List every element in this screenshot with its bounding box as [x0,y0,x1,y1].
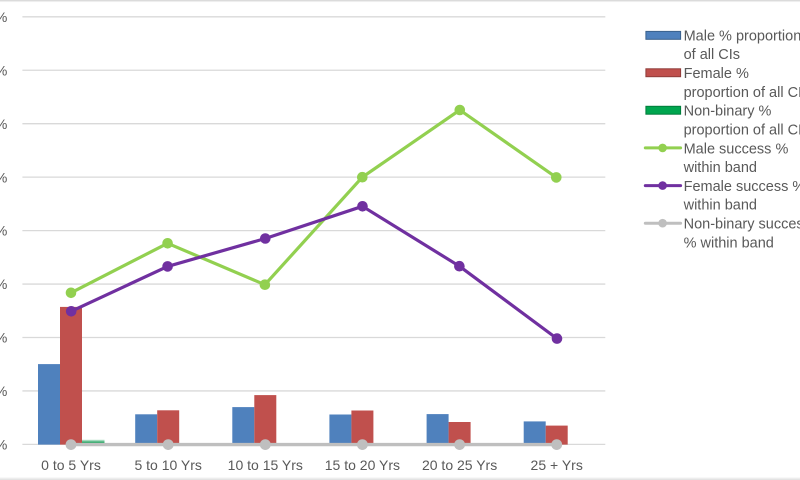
svg-text:Non-binary %: Non-binary % [684,104,772,120]
svg-text:25%: 25% [0,169,7,185]
svg-text:10%: 10% [0,330,7,346]
svg-text:Female %: Female % [684,66,749,82]
svg-text:within band: within band [683,198,757,214]
svg-text:40%: 40% [0,9,7,25]
svg-text:35%: 35% [0,62,7,78]
svg-text:15%: 15% [0,276,7,292]
svg-text:10 to 15 Yrs: 10 to 15 Yrs [228,457,303,473]
svg-text:25 + Yrs: 25 + Yrs [531,457,583,473]
svg-text:Male % proportion: Male % proportion [684,28,800,44]
svg-text:Male success %: Male success % [684,141,789,157]
svg-text:5 to 10 Yrs: 5 to 10 Yrs [134,457,201,473]
svg-text:5%: 5% [0,383,7,399]
svg-text:Non-binary success: Non-binary success [684,217,800,233]
svg-text:proportion of all CIs: proportion of all CIs [684,122,800,138]
svg-text:20%: 20% [0,223,7,239]
svg-text:within band: within band [683,160,757,176]
svg-text:% within band: % within band [684,235,774,251]
svg-text:of all CIs: of all CIs [684,47,740,63]
svg-text:Female success %: Female success % [684,179,800,195]
svg-text:0%: 0% [0,437,7,453]
svg-text:proportion of all CIs: proportion of all CIs [684,85,800,101]
svg-text:0 to 5 Yrs: 0 to 5 Yrs [41,457,101,473]
svg-text:30%: 30% [0,116,7,132]
svg-text:20 to 25 Yrs: 20 to 25 Yrs [422,457,497,473]
svg-text:15 to 20 Yrs: 15 to 20 Yrs [325,457,400,473]
